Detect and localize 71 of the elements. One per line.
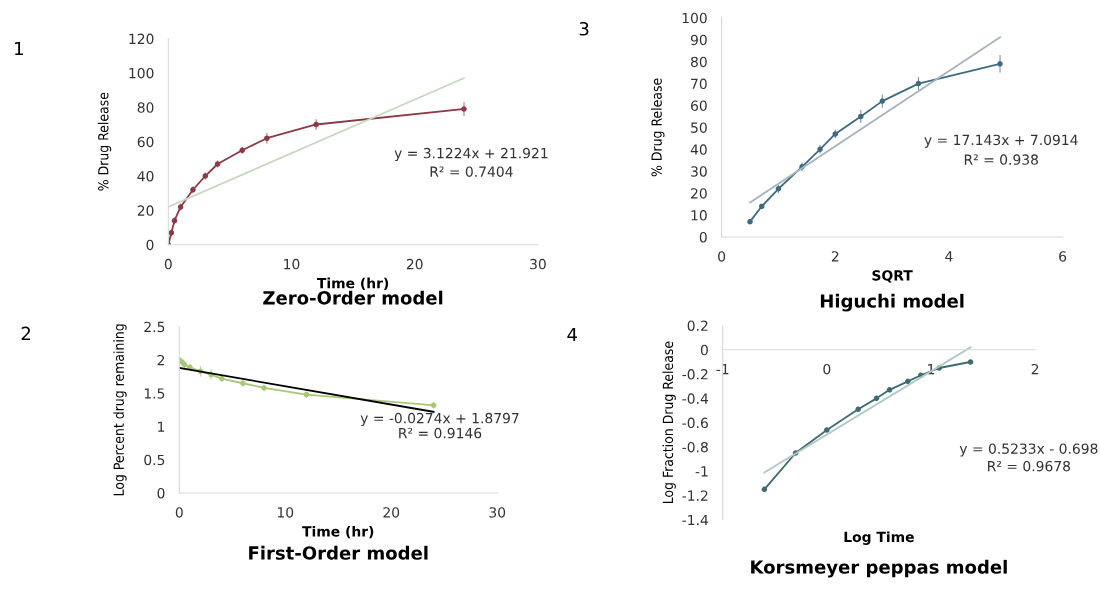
y-tick-label: 0.2 [687,320,708,331]
x-tick-label: 2 [1031,363,1039,375]
y-tick-label: 80 [690,56,707,68]
y-tick-label: -0.6 [682,417,708,429]
y-tick-label: 0 [157,487,165,499]
annotation: R² = 0.9146 [399,427,482,439]
text: 3 [579,21,589,36]
y-tick-label: 0 [700,344,708,356]
y-tick-label: 60 [137,136,154,148]
x-tick-label: 20 [383,507,400,518]
x-tick-label: 10 [284,258,300,270]
y-tick-label: -0.2 [682,369,708,380]
y-tick-label: 2 [157,354,165,366]
x-tick-label: 10 [277,507,294,518]
y-tick-label: 50 [691,122,707,133]
x-tick-label: 20 [406,258,423,270]
x-tick-label: 6 [1059,251,1067,262]
text: Korsmeyer peppas model [751,559,1007,578]
y-tick-label: -1 [695,466,708,477]
x-tick-label: 30 [530,258,546,270]
y-tick-label: 0.5 [144,454,165,466]
y-axis-title: Log Fraction Drug Release [662,341,676,504]
x-tick-label: 2 [831,251,839,262]
x-axis-title: SQRT [872,270,913,283]
x-tick-label: -1 [716,364,729,375]
text: 4 [567,327,577,342]
y-tick-label: 40 [690,144,707,155]
y-tick-label: 70 [691,78,707,90]
y-tick-label: 60 [691,100,707,111]
y-tick-label: 40 [137,170,154,182]
annotation: R² = 0.7404 [430,166,513,177]
annotation: R² = 0.938 [964,154,1038,165]
y-tick-label: 2.5 [144,321,165,333]
y-tick-label: 20 [137,205,154,216]
x-tick-label: 0 [175,507,183,518]
annotation: R² = 0.9678 [988,460,1071,472]
y-tick-label: 10 [691,210,707,221]
text: Zero-Order model [263,290,443,305]
y-tick-label: 1 [158,421,165,432]
y-tick-label: 20 [691,188,707,199]
y-tick-label: 0 [699,231,707,243]
annotation: y = 3.1224x + 21.921 [394,147,548,162]
y-axis-title: % Drug Release [97,92,112,191]
y-tick-label: -0.4 [682,393,709,404]
text: 1 [15,41,23,56]
y-tick-label: 90 [690,34,707,46]
y-tick-label: -0.8 [682,441,708,453]
text: First-Order model [249,545,428,560]
x-tick-label: 4 [945,251,953,262]
annotation: y = -0.0274x + 1.8797 [360,412,519,427]
text: Higuchi model [820,293,964,312]
x-axis-title: Time (hr) [302,525,374,539]
y-tick-label: 30 [691,166,707,177]
y-tick-label: 1.5 [144,388,165,399]
annotation: y = 0.5233x - 0.698 [959,443,1098,457]
y-tick-label: -1.2 [682,490,708,501]
y-tick-label: 100 [129,67,154,79]
y-axis-title: % Drug Release [651,78,665,177]
y-tick-label: 120 [129,33,154,45]
x-tick-label: 0 [718,251,726,262]
x-tick-label: 0 [823,363,831,375]
text: 2 [21,326,31,341]
annotation: y = 17.143x + 7.0914 [924,134,1078,148]
y-tick-label: 100 [682,12,707,24]
x-axis-title: Log Time [844,531,914,545]
y-axis-title: Log Percent drug remaining [113,324,127,496]
x-axis-title: Time (hr) [316,277,389,290]
y-tick-label: 80 [137,102,154,113]
x-tick-label: 30 [489,507,506,518]
y-tick-label: -1.4 [682,514,709,526]
y-tick-label: 0 [146,239,154,251]
